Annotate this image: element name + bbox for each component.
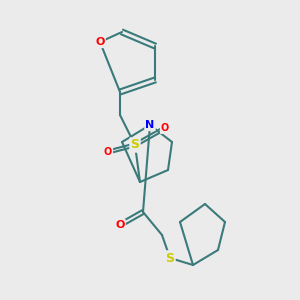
Text: S: S — [130, 139, 140, 152]
Text: O: O — [95, 37, 105, 47]
Text: O: O — [104, 147, 112, 157]
Text: O: O — [161, 123, 169, 133]
Text: N: N — [146, 120, 154, 130]
Text: O: O — [115, 220, 125, 230]
Text: S: S — [166, 251, 175, 265]
